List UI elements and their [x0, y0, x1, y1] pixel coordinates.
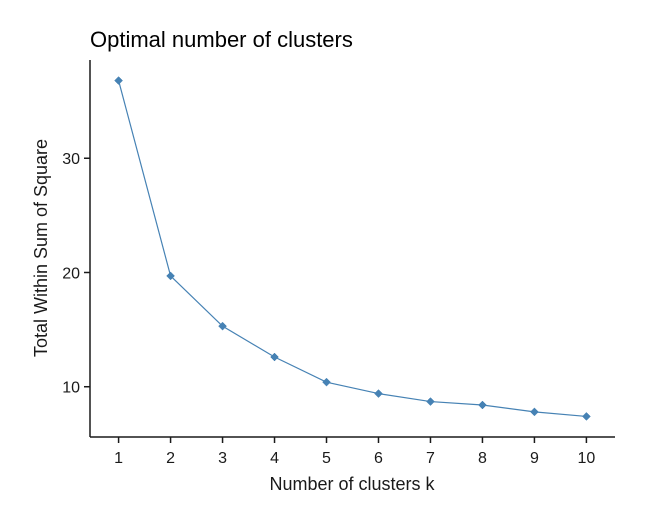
data-point	[582, 412, 591, 421]
series-group	[114, 76, 591, 421]
chart-title: Optimal number of clusters	[90, 27, 353, 52]
x-tick-label: 8	[478, 450, 487, 467]
x-axis-label: Number of clusters k	[269, 474, 435, 494]
x-tick-label: 2	[166, 450, 175, 467]
data-point	[530, 407, 539, 417]
data-point	[322, 377, 331, 387]
x-tick-label: 1	[114, 450, 123, 467]
x-tick-label: 10	[578, 450, 596, 467]
y-tick-label: 10	[62, 380, 80, 397]
data-point	[426, 397, 435, 406]
x-tick-label: 3	[218, 450, 227, 467]
y-axis-label: Total Within Sum of Square	[31, 139, 51, 357]
data-point	[270, 352, 279, 362]
data-point	[478, 400, 487, 410]
x-tick-label: 4	[270, 450, 279, 467]
data-point	[166, 271, 175, 281]
data-point	[374, 389, 383, 398]
data-point	[114, 76, 123, 85]
y-ticks: 10 20 30	[62, 151, 90, 397]
x-tick-label: 5	[322, 450, 331, 467]
x-tick-label: 9	[530, 450, 539, 467]
x-tick-label: 7	[426, 450, 435, 467]
y-tick-label: 20	[62, 265, 80, 282]
series-line	[118, 80, 587, 418]
x-ticks: 1 2 3 4 5 6 7 8 9 10	[114, 437, 595, 467]
x-tick-label: 6	[374, 450, 383, 467]
y-tick-label: 30	[62, 151, 80, 168]
data-point	[218, 321, 227, 331]
